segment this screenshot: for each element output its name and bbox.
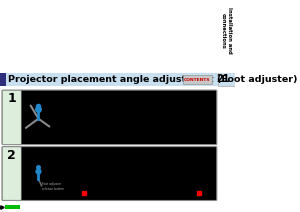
Bar	[183, 75, 212, 85]
FancyBboxPatch shape	[2, 90, 217, 145]
Text: 1: 1	[8, 92, 16, 105]
FancyBboxPatch shape	[2, 147, 21, 200]
FancyBboxPatch shape	[2, 90, 21, 144]
Text: CONTENTS: CONTENTS	[184, 78, 211, 82]
Text: 21: 21	[216, 74, 230, 84]
Text: 2: 2	[8, 149, 16, 162]
Text: Projector placement angle adjustment (Foot adjuster): Projector placement angle adjustment (Fo…	[8, 75, 297, 84]
FancyBboxPatch shape	[2, 147, 217, 201]
Bar	[0, 73, 6, 86]
Bar	[0, 73, 235, 86]
Bar	[218, 0, 235, 86]
Bar	[5, 205, 20, 209]
Text: Installation and
connections: Installation and connections	[221, 7, 232, 54]
Text: Foot adjuster
release button: Foot adjuster release button	[42, 182, 64, 191]
